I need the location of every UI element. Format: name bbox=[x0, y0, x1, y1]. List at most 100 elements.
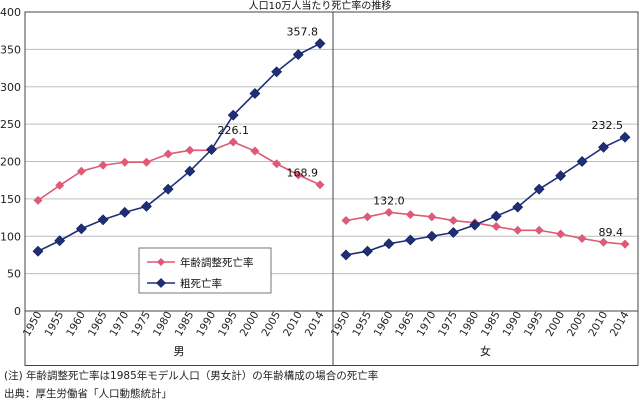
crude-marker bbox=[75, 223, 87, 235]
crude-marker bbox=[404, 234, 416, 246]
x-tick-label: 2005 bbox=[259, 310, 283, 339]
x-tick-label: 1950 bbox=[21, 310, 45, 339]
crude-marker bbox=[555, 170, 567, 182]
age-adjusted-marker bbox=[120, 157, 130, 167]
y-tick-label: 300 bbox=[0, 81, 21, 94]
age-adjusted-marker bbox=[185, 145, 195, 155]
data-label: 232.5 bbox=[592, 119, 624, 132]
age-adjusted-marker bbox=[556, 229, 566, 239]
crude-marker bbox=[54, 235, 66, 247]
age-adjusted-marker bbox=[448, 216, 458, 226]
y-tick-label: 200 bbox=[0, 156, 21, 169]
x-tick-label: 1970 bbox=[108, 310, 132, 339]
x-tick-label: 2010 bbox=[281, 310, 305, 339]
crude-marker bbox=[314, 38, 326, 49]
crude-marker bbox=[271, 66, 283, 78]
crude-marker bbox=[490, 210, 502, 222]
crude-marker bbox=[227, 109, 239, 121]
y-tick-label: 400 bbox=[0, 6, 21, 19]
age-adjusted-marker bbox=[534, 225, 544, 235]
crude-marker bbox=[576, 156, 588, 167]
x-tick-label: 2000 bbox=[238, 310, 262, 339]
y-tick-label: 350 bbox=[0, 43, 21, 56]
x-tick-label: 2005 bbox=[565, 310, 589, 339]
age-adjusted-marker bbox=[491, 222, 501, 232]
age-adjusted-marker bbox=[577, 233, 587, 243]
data-label: 226.1 bbox=[217, 124, 249, 137]
age-adjusted-marker bbox=[315, 180, 325, 190]
crude-marker bbox=[383, 238, 395, 250]
crude-marker bbox=[469, 219, 481, 231]
age-adjusted-marker bbox=[384, 207, 394, 217]
crude-marker bbox=[119, 206, 131, 218]
x-tick-label: 1980 bbox=[151, 310, 175, 339]
data-label: 89.4 bbox=[599, 226, 624, 239]
age-adjusted-marker bbox=[141, 157, 151, 167]
crude-marker bbox=[362, 245, 373, 257]
y-tick-label: 0 bbox=[14, 305, 21, 318]
x-tick-label: 2014 bbox=[303, 309, 327, 338]
x-tick-label: 1955 bbox=[350, 310, 374, 339]
x-tick-label: 1980 bbox=[458, 310, 482, 339]
age-adjusted-marker bbox=[98, 160, 108, 170]
mortality-chart: 人口10万人当たり死亡率の推移 0 50 100 150 200 250 300 350 400 1… bbox=[0, 0, 639, 366]
y-tick-label: 250 bbox=[0, 118, 21, 131]
source-note: 出典：厚生労働省「人口動態統計」 bbox=[4, 388, 172, 400]
data-label: 168.9 bbox=[287, 167, 319, 180]
x-tick-label: 1970 bbox=[415, 310, 439, 339]
crude-marker bbox=[340, 249, 352, 261]
age-adjusted-marker bbox=[620, 239, 630, 249]
age-adjusted-marker bbox=[293, 170, 303, 180]
x-tick-label: 1955 bbox=[43, 310, 67, 339]
x-tick-label: 1990 bbox=[194, 310, 218, 339]
x-tick-label: 1985 bbox=[173, 310, 197, 339]
crude-marker bbox=[206, 144, 217, 155]
x-tick-label: 2000 bbox=[543, 310, 567, 339]
footnote: (注) 年齢調整死亡率は1985年モデル人口（男女計）の年齢構成の場合の死亡率 bbox=[4, 370, 379, 382]
legend-box bbox=[138, 247, 272, 294]
panel-label: 女 bbox=[480, 344, 491, 358]
age-adjusted-marker bbox=[405, 210, 415, 220]
crude-marker bbox=[156, 278, 166, 288]
x-tick-label: 1990 bbox=[501, 310, 525, 339]
crude-marker bbox=[292, 49, 304, 61]
plot-frame bbox=[24, 11, 639, 312]
age-adjusted-line bbox=[37, 141, 321, 202]
crude-marker bbox=[447, 227, 459, 238]
x-tick-label: 1975 bbox=[436, 310, 460, 339]
age-adjusted-marker bbox=[76, 166, 86, 176]
x-tick-label: 2014 bbox=[608, 309, 632, 338]
age-adjusted-marker bbox=[33, 195, 43, 205]
y-tick-label: 100 bbox=[0, 230, 21, 243]
panel-label: 男 bbox=[174, 345, 185, 358]
data-label: 132.0 bbox=[373, 194, 405, 207]
age-adjusted-marker bbox=[250, 146, 260, 156]
age-adjusted-marker bbox=[228, 137, 238, 147]
crude-marker bbox=[512, 201, 524, 213]
x-tick-label: 1995 bbox=[522, 310, 546, 339]
data-label: 357.8 bbox=[287, 26, 319, 39]
age-adjusted-marker bbox=[427, 212, 437, 222]
age-adjusted-marker bbox=[55, 180, 65, 190]
crude-marker bbox=[619, 131, 631, 143]
age-adjusted-marker bbox=[272, 159, 282, 169]
chart-title: 人口10万人当たり死亡率の推移 bbox=[249, 0, 392, 12]
crude-marker bbox=[97, 214, 109, 226]
x-tick-label: 1950 bbox=[329, 310, 353, 339]
crude-marker bbox=[598, 141, 609, 153]
crude-marker bbox=[426, 230, 438, 242]
x-tick-label: 1960 bbox=[372, 310, 396, 339]
x-tick-label: 1960 bbox=[64, 310, 88, 339]
crude-marker bbox=[249, 88, 261, 99]
x-tick-label: 1975 bbox=[129, 310, 153, 339]
legend-label: 年齢調整死亡率 bbox=[180, 256, 254, 269]
age-adjusted-marker bbox=[513, 225, 523, 235]
age-adjusted-marker bbox=[362, 212, 372, 222]
age-adjusted-marker bbox=[163, 149, 173, 159]
crude-marker bbox=[162, 183, 174, 195]
y-tick-label: 150 bbox=[0, 193, 21, 206]
x-tick-label: 1995 bbox=[216, 310, 240, 339]
crude-marker bbox=[32, 245, 44, 257]
y-tick-label: 50 bbox=[7, 268, 21, 281]
crude-marker bbox=[141, 200, 152, 212]
